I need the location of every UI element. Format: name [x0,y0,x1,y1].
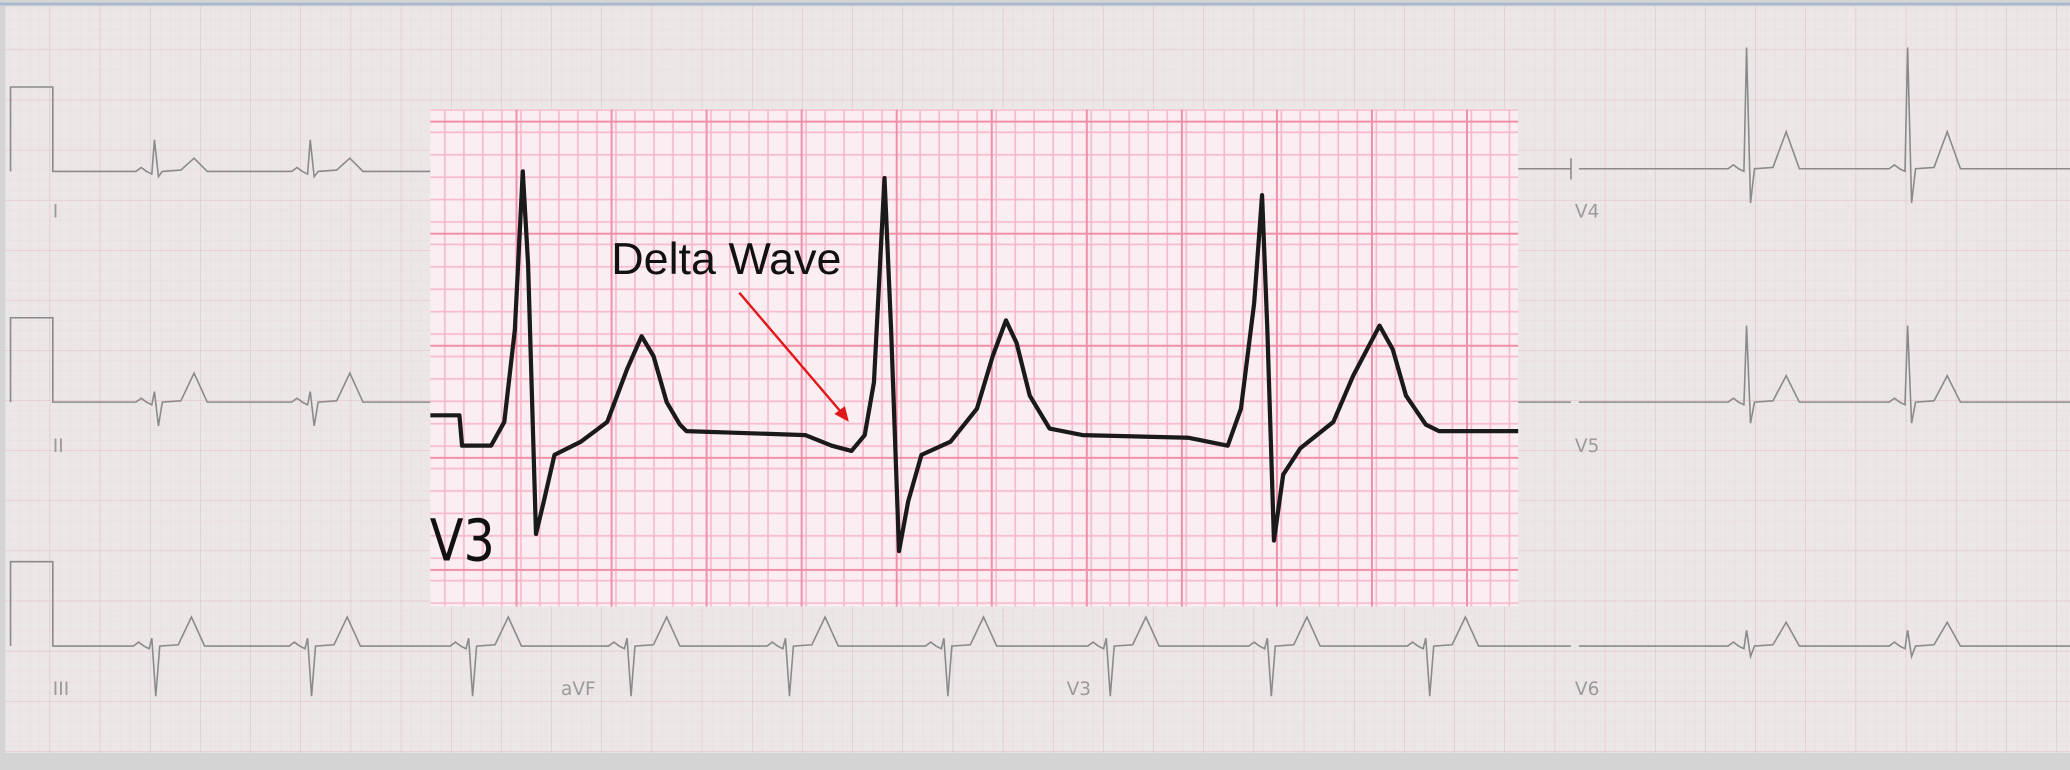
lead-label: aVF [561,679,596,700]
inset: V3 Delta Wave [430,109,1518,606]
lead-label: I [53,202,58,223]
ecg-screenshot: I II III aVF V3 V4 V5 V6 V3 Delta Wave [0,0,2070,770]
inset-grid [430,109,1518,606]
lead-label: V5 [1575,436,1599,457]
page: I II III aVF V3 V4 V5 V6 V3 Delta Wave (… [0,0,2070,770]
lead-label: II [53,436,64,457]
lead-label: V3 [1067,679,1091,700]
inset-label: V3 [430,507,495,575]
annotation: Delta Wave [611,233,841,284]
lead-label: V4 [1575,202,1599,223]
lead-label: III [53,679,69,700]
lead-label: V6 [1575,679,1599,700]
